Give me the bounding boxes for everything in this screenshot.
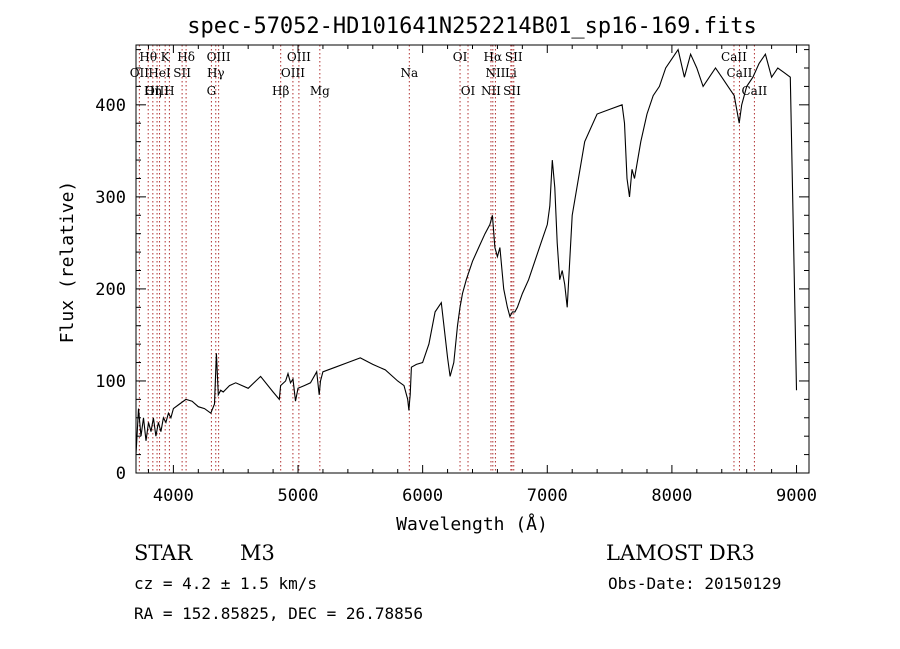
object-subclass: M3	[240, 541, 275, 565]
x-tick-label-3: 7000	[527, 486, 568, 506]
observation-date: Obs-Date: 20150129	[608, 574, 781, 593]
y-axis-label: Flux (relative)	[57, 181, 78, 344]
plot-frame	[135, 44, 810, 474]
marker-label-4: OIII	[287, 50, 311, 64]
marker-label-10: HeI	[148, 66, 171, 80]
x-tick-label-0: 4000	[153, 486, 194, 506]
marker-label-9: OII	[130, 66, 150, 80]
line-markers	[138, 45, 755, 473]
marker-label-25: NII	[481, 84, 501, 98]
marker-label-18: OIII	[145, 84, 169, 98]
marker-label-21: G	[207, 84, 217, 98]
y-tick-label-2: 200	[95, 280, 126, 300]
coordinates: RA = 152.85825, DEC = 26.78856	[134, 604, 423, 623]
marker-label-5: OI	[453, 50, 468, 64]
flux-series-line	[135, 48, 798, 455]
y-tick-label-1: 100	[95, 372, 126, 392]
survey-name: LAMOST DR3	[606, 541, 755, 565]
marker-label-26: SII	[503, 84, 521, 98]
y-tick-label-0: 0	[116, 464, 126, 484]
chart-title: spec-57052-HD101641N252214B01_sp16-169.f…	[187, 14, 757, 39]
marker-label-1: K	[161, 50, 171, 64]
x-tick-label-5: 9000	[776, 486, 817, 506]
marker-label-16: Li	[505, 66, 517, 80]
marker-label-22: Hβ	[272, 84, 289, 98]
y-axis-ticks: 0 100 200 300 400	[95, 49, 809, 484]
marker-label-23: Mg	[310, 84, 330, 98]
marker-label-17: CaII	[727, 66, 753, 80]
marker-label-19: Hη	[144, 84, 162, 98]
marker-label-27: CaII	[741, 84, 767, 98]
marker-label-13: OIII	[281, 66, 305, 80]
marker-label-0: Hθ	[139, 50, 157, 64]
marker-label-6: Hα	[484, 50, 503, 64]
x-tick-label-1: 5000	[278, 486, 319, 506]
marker-label-11: SII	[173, 66, 191, 80]
marker-label-3: OIII	[207, 50, 231, 64]
marker-label-2: Hδ	[177, 50, 195, 64]
y-tick-label-4: 400	[95, 96, 126, 116]
x-tick-label-2: 6000	[402, 486, 443, 506]
marker-label-15: NII	[485, 66, 505, 80]
y-tick-label-3: 300	[95, 188, 126, 208]
marker-label-7: SII	[505, 50, 523, 64]
x-axis-label: Wavelength (Å)	[396, 513, 548, 535]
x-axis-ticks: 4000 5000 6000 7000 8000 9000	[147, 45, 817, 506]
object-class: STAR	[134, 541, 193, 565]
marker-label-20: H	[164, 84, 174, 98]
marker-label-12: Hγ	[207, 66, 225, 80]
redshift-velocity: cz = 4.2 ± 1.5 km/s	[134, 574, 317, 593]
marker-label-14: Na	[400, 66, 418, 80]
marker-label-24: OI	[461, 84, 476, 98]
marker-label-8: CaII	[721, 50, 747, 64]
x-tick-label-4: 8000	[651, 486, 692, 506]
